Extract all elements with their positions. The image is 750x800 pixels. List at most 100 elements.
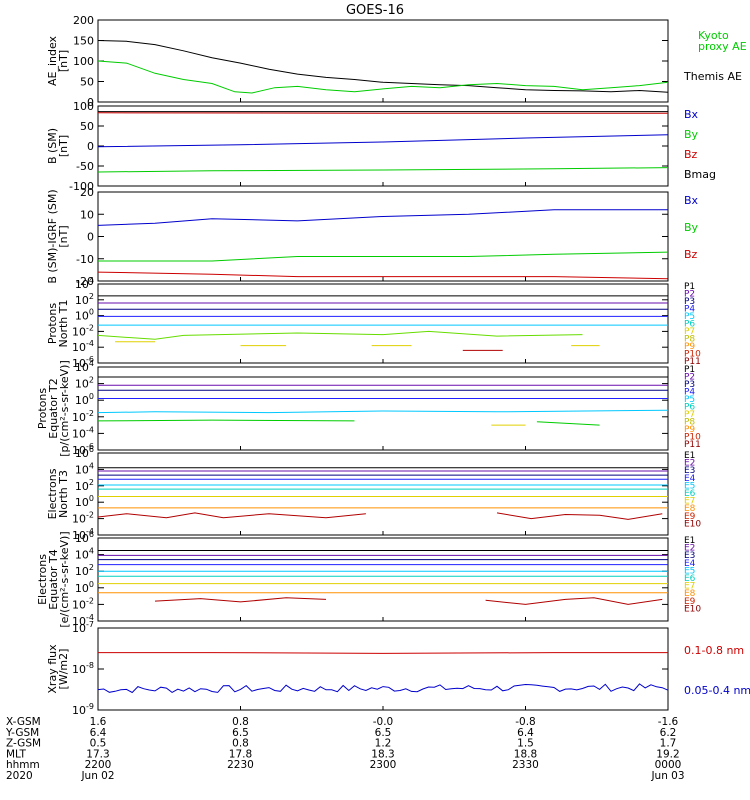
- legend-entry: 0.1-0.8 nm: [684, 644, 744, 657]
- legend-entry: E5: [684, 566, 695, 576]
- x-row-value: 6.2: [660, 727, 677, 739]
- legend-entry: E1: [684, 451, 695, 461]
- legend-entry: P9: [684, 342, 695, 352]
- legend-entry: E10: [684, 519, 701, 529]
- y-tick-label: 100: [75, 494, 94, 509]
- y-tick-label: 102: [75, 563, 94, 578]
- legend-entry: P2: [684, 373, 695, 383]
- legend-entry: E5: [684, 481, 695, 491]
- legend-entry: P5: [684, 312, 695, 322]
- plot-title: GOES-16: [346, 3, 404, 18]
- y-tick-exponent: -8: [86, 661, 94, 670]
- y-tick-exponent: 4: [89, 547, 94, 556]
- series-line-p7: [536, 421, 600, 426]
- y-tick-exponent: 0: [89, 392, 94, 401]
- y-axis-label-line: Protons: [36, 388, 49, 429]
- y-tick-label: 104: [75, 547, 94, 562]
- y-tick-exponent: 6: [89, 445, 94, 454]
- legend-entry: Bx: [684, 108, 699, 121]
- x-row-value: 18.3: [371, 748, 394, 760]
- y-tick-label: 10-9: [72, 702, 94, 717]
- series-line-bx: [97, 209, 668, 226]
- x-row-value: 6.4: [517, 727, 534, 739]
- x-row-value: -1.6: [658, 716, 679, 728]
- panel-frame: [97, 191, 669, 282]
- y-tick-exponent: 4: [89, 359, 94, 368]
- legend-entry: E4: [684, 559, 696, 569]
- y-tick-label: 100: [73, 100, 94, 113]
- legend-entry: E10: [684, 604, 701, 614]
- y-tick-exponent: -4: [86, 613, 94, 622]
- legend-entry: E6: [684, 489, 696, 499]
- x-row-label: Y-GSM: [5, 727, 39, 739]
- legend-entry: P3: [684, 297, 695, 307]
- x-row-value: 6.5: [375, 727, 392, 739]
- y-axis-label-line: [nT]: [57, 225, 70, 247]
- y-tick-label: 10-2: [72, 409, 94, 424]
- y-axis-label-line: Equator T4: [47, 549, 60, 609]
- y-axis-label-line: B (SM): [46, 128, 59, 164]
- y-tick-label: 106: [75, 530, 94, 545]
- legend-entry: P1: [684, 282, 695, 292]
- series-line-p6: [97, 419, 355, 422]
- y-tick-label: 100: [75, 392, 94, 407]
- x-row-value: 1.7: [660, 738, 677, 750]
- x-row-value: 17.8: [229, 748, 252, 760]
- x-row-value: 2300: [370, 759, 397, 771]
- series-line-e9: [154, 597, 327, 603]
- y-tick-exponent: 2: [89, 478, 94, 487]
- y-tick-label: 102: [75, 292, 94, 307]
- y-axis-label-line: North T3: [57, 470, 70, 518]
- y-axis-label: ElectronsEquator T4[e/(cm²-s-sr-keV)]: [36, 531, 71, 627]
- legend-entry: proxy AE: [698, 40, 747, 53]
- legend-entry: Themis AE: [683, 70, 742, 83]
- legend-entry: E7: [684, 582, 695, 592]
- legend-entry: By: [684, 221, 699, 234]
- x-axis-table: X-GSM 1.6 0.8 -0.0 -0.8 -1.6 Y-GSM 6.4 6.5 6.5 6.4…: [5, 98, 685, 782]
- x-row-value: 1.2: [375, 738, 392, 750]
- x-row-value: -0.8: [515, 716, 536, 728]
- panel-frame: [97, 452, 669, 536]
- x-row-label: hhmm: [6, 759, 40, 771]
- y-axis-label-line: Equator T2: [47, 378, 60, 438]
- y-axis-label-line: [e/(cm²-s-sr-keV)]: [58, 531, 71, 627]
- y-axis-label-line: Protons: [46, 303, 59, 344]
- y-tick-label: 10-7: [72, 620, 94, 635]
- y-axis-label-line: [W/m2]: [57, 649, 70, 690]
- x-row-value: 2330: [512, 759, 539, 771]
- y-tick-label: 106: [75, 445, 94, 460]
- y-tick-exponent: 0: [89, 308, 94, 317]
- legend-entry: P1: [684, 365, 695, 375]
- legend-entry: P6: [684, 403, 695, 413]
- y-tick-label: 10-2: [72, 511, 94, 526]
- legend-entry: E9: [684, 597, 696, 607]
- legend-entry: E1: [684, 536, 695, 546]
- x-row-value: 18.8: [514, 748, 537, 760]
- y-tick-label: 104: [75, 461, 94, 476]
- legend-entry: P4: [684, 388, 695, 398]
- y-tick-label: -100: [69, 180, 94, 193]
- legend-entry: P5: [684, 395, 695, 405]
- y-axis-label: AE_index[nT]: [46, 35, 70, 86]
- x-row-value: 6.5: [232, 727, 249, 739]
- legend-entry: Kyoto: [698, 29, 729, 42]
- y-axis-label: B (SM)[nT]: [46, 128, 70, 164]
- y-tick-label: 100: [73, 55, 94, 68]
- legend-entry: P2: [684, 290, 695, 300]
- x-row-label: X-GSM: [6, 716, 41, 728]
- y-tick-label: 10: [80, 208, 94, 221]
- y-tick-label: 10-2: [72, 323, 94, 338]
- legend-entry: P11: [684, 357, 701, 367]
- panel-bigrf: -20 -10 0 10 20 B (SM)-IGRF (SM)[nT] Bx By Bz: [46, 186, 699, 288]
- y-axis-label: ElectronsNorth T3: [46, 468, 70, 519]
- x-row-value: 17.3: [86, 748, 109, 760]
- x-row-value: 2200: [85, 759, 112, 771]
- y-tick-exponent: -2: [86, 596, 94, 605]
- y-axis-label: ProtonsEquator T2[p/(cm²-s-sr-keV)]: [36, 360, 71, 457]
